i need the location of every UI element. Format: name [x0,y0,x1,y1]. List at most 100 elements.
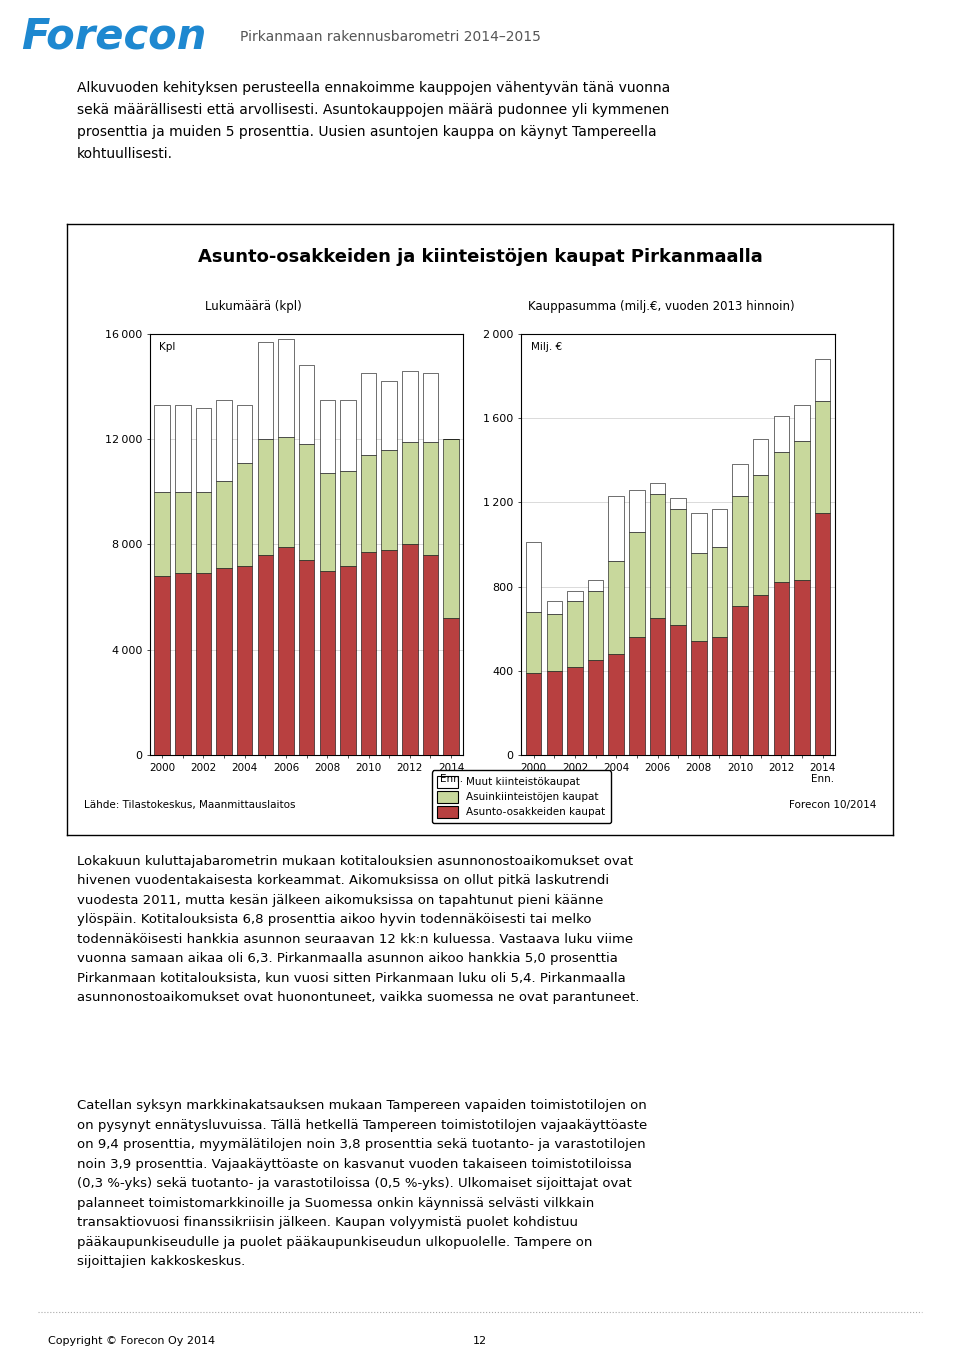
Bar [278,547,294,754]
Bar [670,624,685,754]
Bar [257,555,273,754]
Bar [711,547,727,638]
Bar [815,402,830,513]
Bar [216,569,231,754]
Text: 12: 12 [473,1335,487,1346]
Bar [774,417,789,452]
Bar [340,400,355,471]
Bar [361,455,376,552]
Bar [691,642,707,754]
Text: Forecon 10/2014: Forecon 10/2014 [789,801,876,810]
Bar [588,590,603,661]
Text: Lähde: Tilastokeskus, Maanmittauslaitos: Lähde: Tilastokeskus, Maanmittauslaitos [84,801,296,810]
Text: Copyright © Forecon Oy 2014: Copyright © Forecon Oy 2014 [48,1335,215,1346]
Bar [794,441,809,581]
Text: Catellan syksyn markkinakatsauksen mukaan Tampereen vapaiden toimistotilojen on
: Catellan syksyn markkinakatsauksen mukaa… [77,1099,647,1269]
Bar [774,452,789,582]
Bar [609,562,624,654]
Bar [196,407,211,491]
Text: Asunto-osakkeiden ja kiinteistöjen kaupat Pirkanmaalla: Asunto-osakkeiden ja kiinteistöjen kaupa… [198,248,762,266]
Text: Lokakuun kuluttajabarometrin mukaan kotitalouksien asunnonostoaikomukset ovat
hi: Lokakuun kuluttajabarometrin mukaan koti… [77,855,639,1004]
Bar [815,513,830,754]
Bar [774,582,789,754]
Bar [650,483,665,494]
Bar [609,654,624,754]
Text: Kauppasumma (milj.€, vuoden 2013 hinnoin): Kauppasumma (milj.€, vuoden 2013 hinnoin… [528,300,795,313]
Bar [711,638,727,754]
Bar [588,661,603,754]
Bar [422,373,438,442]
Text: Marraskuu
2014: Marraskuu 2014 [781,12,889,54]
Bar [175,574,190,754]
Bar [444,440,459,619]
Bar [732,464,748,497]
Bar [278,437,294,547]
Bar [237,566,252,754]
Bar [175,491,190,574]
Bar [320,474,335,571]
Bar [444,619,459,754]
Bar [381,381,396,449]
Bar [216,400,231,482]
Bar [340,566,355,754]
Text: Pirkanmaan rakennusbarometri 2014–2015: Pirkanmaan rakennusbarometri 2014–2015 [240,30,541,43]
Bar [546,670,562,754]
Bar [402,544,418,754]
Bar [526,673,541,754]
Bar [257,342,273,440]
Bar [278,339,294,437]
Bar [381,449,396,550]
Text: Alkuvuoden kehityksen perusteella ennakoimme kauppojen vähentyvän tänä vuonna
se: Alkuvuoden kehityksen perusteella ennako… [77,81,670,160]
Bar [629,638,644,754]
Bar [711,509,727,547]
Bar [567,666,583,754]
Bar [609,497,624,562]
Bar [794,406,809,441]
Text: Milj. €: Milj. € [531,342,562,353]
Bar [629,532,644,638]
Bar [299,560,314,754]
Bar [340,471,355,566]
Bar [402,442,418,544]
Bar [320,400,335,474]
Bar [567,590,583,601]
Bar [526,612,541,673]
Bar [546,613,562,670]
Bar [670,509,685,624]
Bar [237,404,252,463]
Bar [361,552,376,754]
Bar [175,404,190,491]
Bar [299,445,314,560]
Bar [155,577,170,754]
Bar [526,543,541,612]
Legend: Muut kiinteistökaupat, Asuinkiinteistöjen kaupat, Asunto-osakkeiden kaupat: Muut kiinteistökaupat, Asuinkiinteistöje… [432,771,611,824]
Bar [732,605,748,754]
Bar [732,497,748,605]
Bar [237,463,252,566]
Bar [691,552,707,642]
Bar [299,365,314,445]
Bar [546,601,562,613]
Bar [402,370,418,442]
Bar [257,440,273,555]
Text: Lukumäärä (kpl): Lukumäärä (kpl) [204,300,301,313]
Bar [815,360,830,402]
Bar [361,373,376,455]
Bar [196,574,211,754]
Bar [216,482,231,569]
Bar [753,440,768,475]
Bar [422,555,438,754]
Text: Kpl: Kpl [159,342,176,353]
Bar [155,491,170,577]
Bar [196,491,211,574]
Bar [753,475,768,596]
Bar [691,513,707,552]
Text: Forecon: Forecon [21,15,206,57]
Bar [320,571,335,754]
Bar [381,550,396,754]
Bar [567,601,583,666]
Bar [650,494,665,619]
Bar [650,619,665,754]
Bar [588,581,603,590]
Bar [422,442,438,555]
